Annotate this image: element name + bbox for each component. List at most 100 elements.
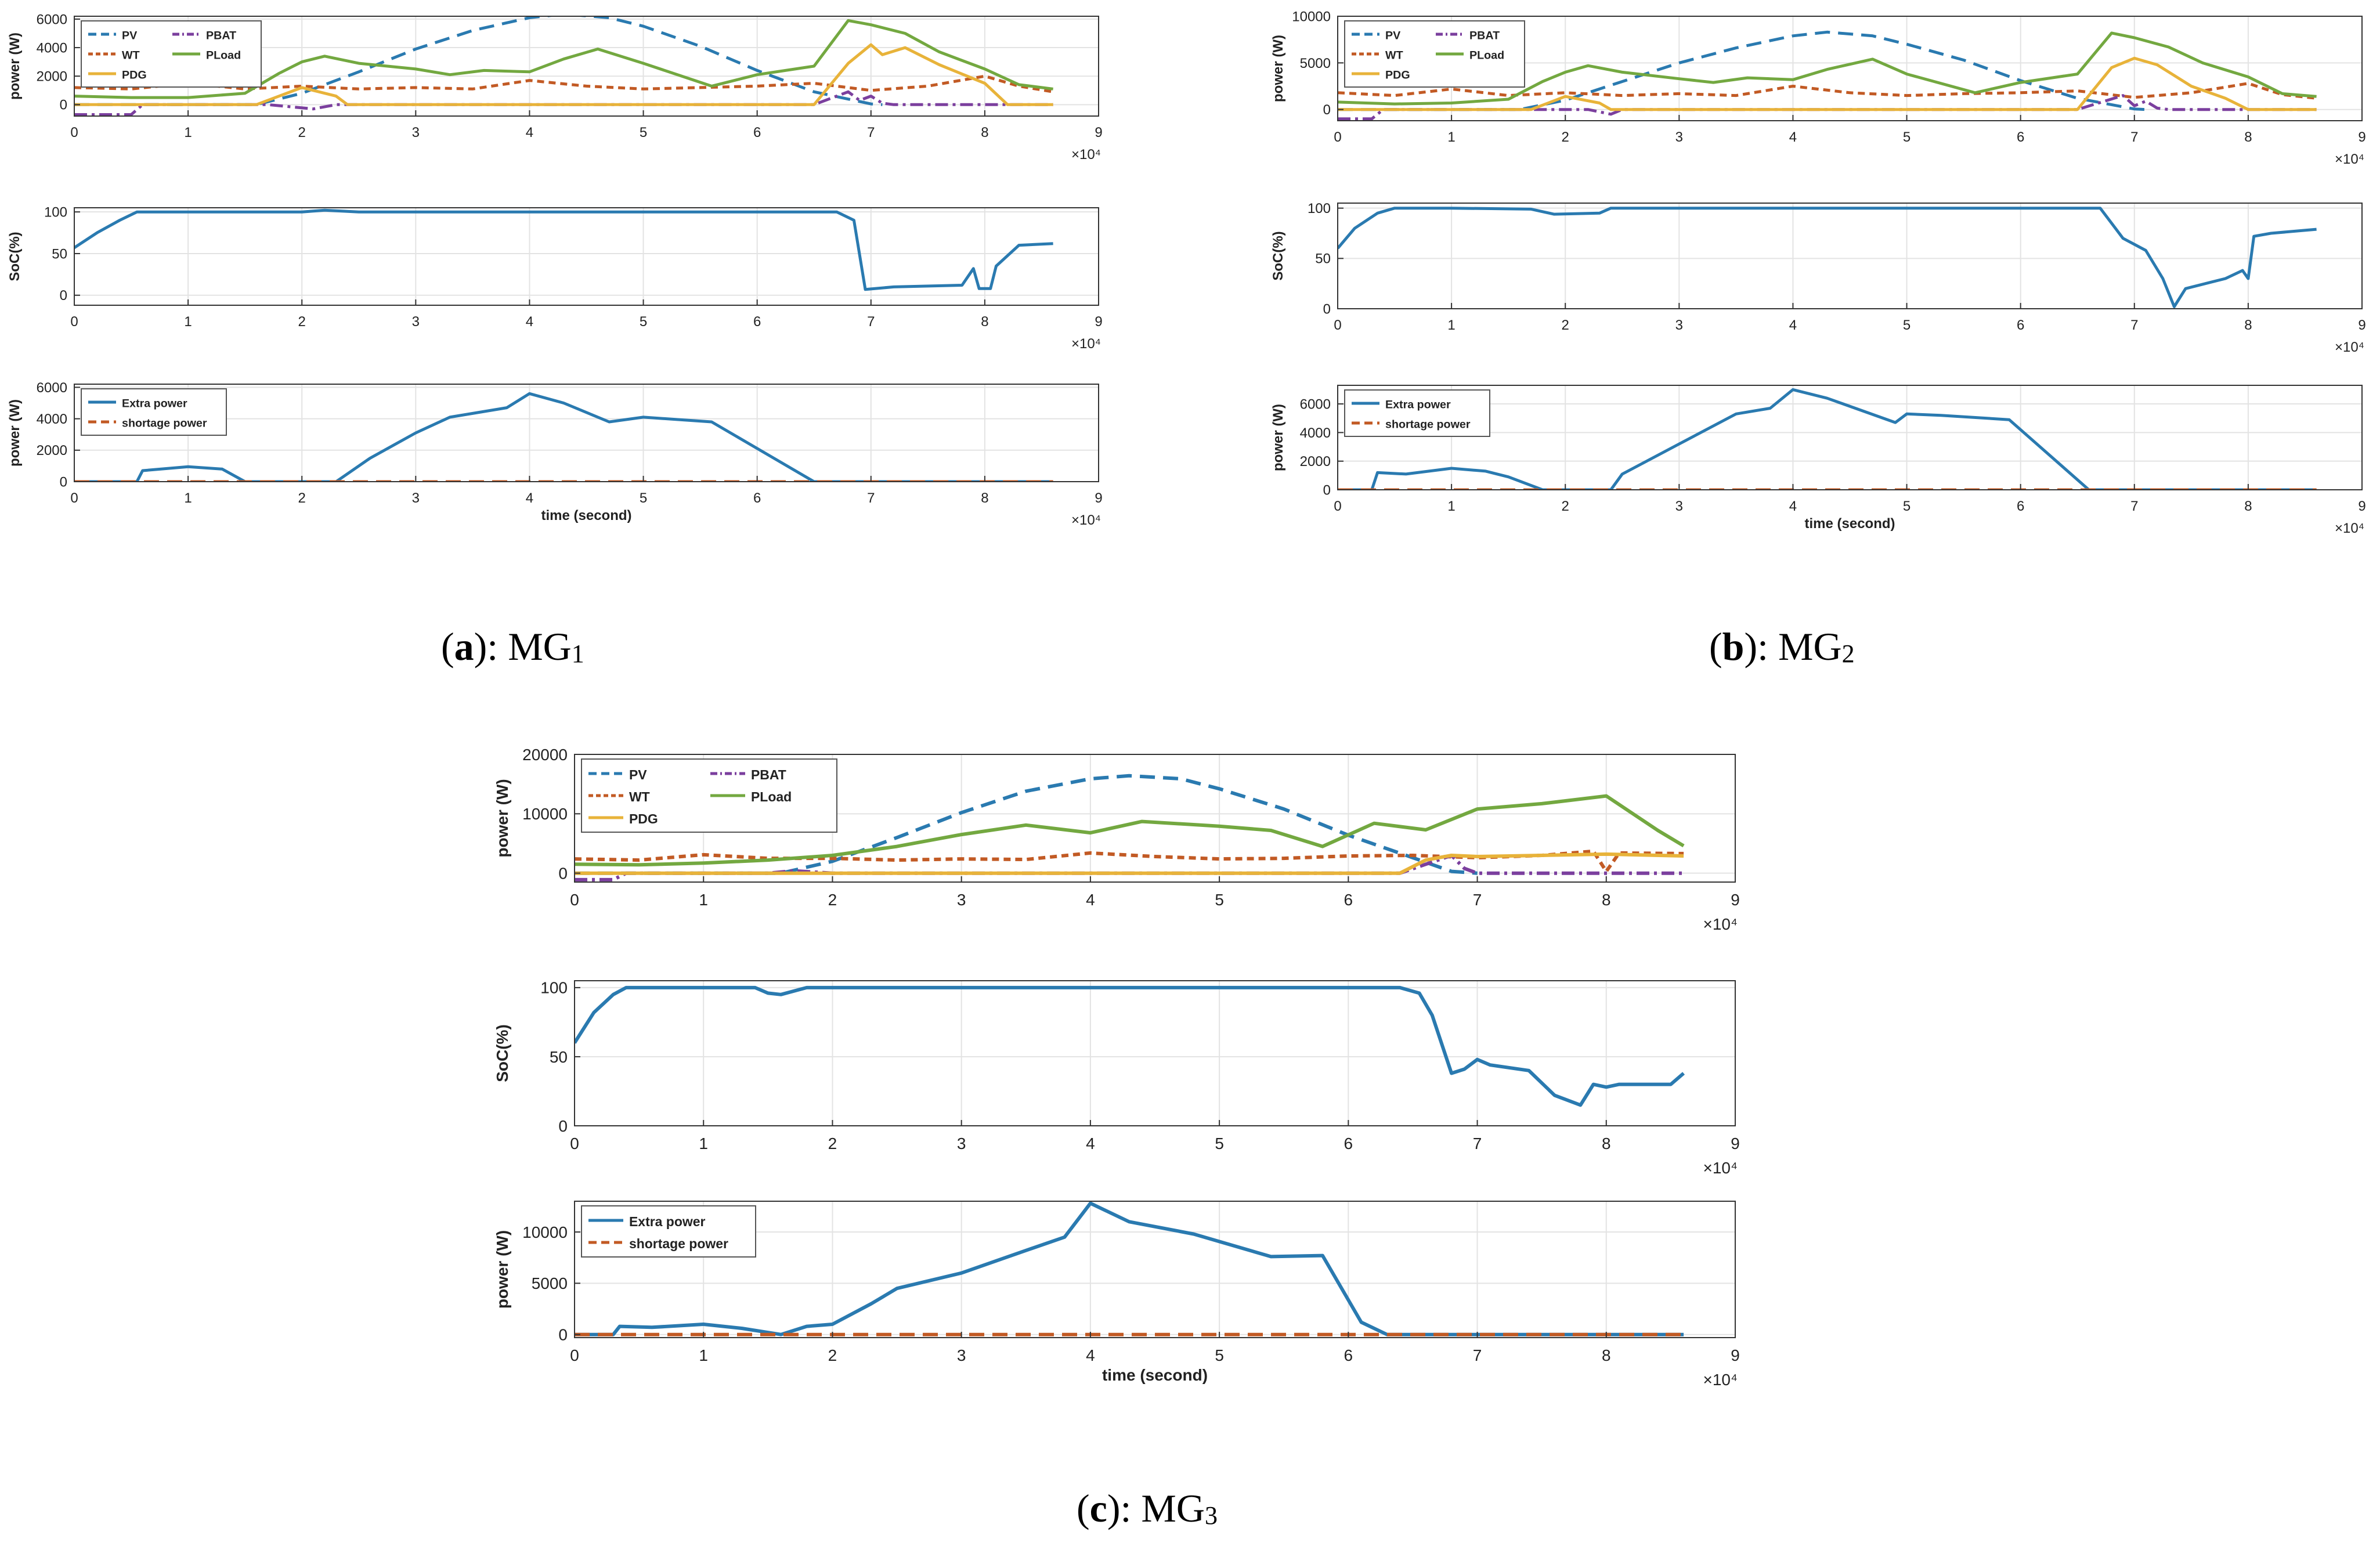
- series-line-wt: [74, 74, 1054, 93]
- legend-label: PLoad: [751, 789, 792, 804]
- x-tick-label: 8: [981, 125, 988, 140]
- legend-label: PV: [1385, 29, 1400, 42]
- panel-b: 0 1 2 3 4 5 6 7 8 9 ×10⁴ 0 5000 10000 power (W) PV PBAT W…: [1259, 0, 2380, 580]
- legend-label: PV: [629, 767, 647, 782]
- axes-frame: [1337, 203, 2363, 309]
- subplot-c-3: 0 1 2 3 4 5 6 7 8 9 ×10⁴ 0 5000 10000 power (W) time (s…: [493, 1201, 1740, 1389]
- x-exponent-label: ×10⁴: [2335, 521, 2364, 536]
- x-tick-label: 9: [1095, 125, 1102, 140]
- series-line-extra-power: [1338, 388, 2317, 490]
- y-tick-label: 50: [1315, 251, 1331, 267]
- y-tick-label: 0: [60, 474, 67, 490]
- y-tick-label: 20000: [522, 746, 568, 764]
- axes-background: [74, 208, 1099, 305]
- legend: PV PBAT WT PLoad PDG: [581, 758, 837, 833]
- series-line-pload: [74, 19, 1053, 99]
- y-tick-label: 0: [1323, 301, 1331, 317]
- x-tick-label: 3: [957, 1346, 966, 1364]
- y-tick-label: 4000: [37, 40, 67, 56]
- y-axis-label: SoC(%): [7, 232, 23, 281]
- axes-background: [1338, 203, 2362, 309]
- y-axis-label: SoC(%): [493, 1024, 511, 1082]
- legend: PV PBAT WT PLoad PDG: [1344, 20, 1525, 88]
- x-tick-label: 9: [1095, 314, 1102, 330]
- y-tick-label: 0: [558, 1325, 568, 1343]
- x-tick-label: 4: [1789, 317, 1797, 333]
- x-tick-label: 7: [2130, 129, 2138, 145]
- x-tick-label: 3: [957, 1135, 966, 1152]
- x-tick-label: 3: [412, 125, 420, 140]
- series-line-soc: [575, 985, 1685, 1107]
- x-tick-label: 5: [640, 125, 647, 140]
- subplot-b-3: 0 1 2 3 4 5 6 7 8 9 ×10⁴ 0 2000 4000 6000 power (W) time…: [1270, 385, 2366, 536]
- x-tick-label: 2: [828, 1346, 837, 1364]
- subplot-b-1: 0 1 2 3 4 5 6 7 8 9 ×10⁴ 0 5000 10000 power (W) PV PBAT W…: [1270, 9, 2366, 167]
- x-tick-label: 2: [1562, 129, 1569, 145]
- x-tick-label: 5: [1903, 129, 1910, 145]
- x-tick-label: 1: [1447, 129, 1455, 145]
- x-tick-label: 1: [1447, 317, 1455, 333]
- y-tick-label: 0: [60, 288, 67, 304]
- y-tick-label: 6000: [37, 12, 67, 27]
- x-tick-label: 9: [2358, 498, 2365, 514]
- x-tick-label: 5: [640, 490, 647, 506]
- axes-frame: [574, 1201, 1736, 1338]
- x-tick-label: 0: [70, 125, 78, 140]
- x-tick-label: 4: [526, 490, 533, 506]
- x-tick-label: 8: [1602, 891, 1611, 909]
- x-tick-label: 0: [70, 314, 78, 330]
- y-axis-label: power (W): [1270, 404, 1286, 471]
- x-tick-label: 2: [1562, 317, 1569, 333]
- legend-box: [581, 1205, 756, 1258]
- y-tick-label: 100: [1308, 201, 1331, 216]
- x-tick-label: 0: [570, 891, 579, 909]
- y-tick-label: 50: [52, 246, 67, 262]
- axes-background: [575, 1201, 1735, 1338]
- series-line-soc: [74, 208, 1053, 291]
- legend: PV PBAT WT PLoad PDG: [81, 20, 262, 88]
- x-tick-label: 3: [412, 490, 420, 506]
- axes-frame: [1337, 16, 2363, 121]
- x-tick-label: 9: [1731, 1135, 1740, 1152]
- x-tick-label: 4: [526, 314, 533, 330]
- x-tick-label: 4: [526, 125, 533, 140]
- x-exponent-label: ×10⁴: [2335, 151, 2364, 167]
- x-tick-label: 9: [2358, 129, 2365, 145]
- axes-frame: [574, 980, 1736, 1126]
- y-axis-label: power (W): [7, 32, 23, 100]
- legend-label: shortage power: [1385, 418, 1471, 431]
- x-tick-label: 5: [1903, 498, 1910, 514]
- x-tick-label: 8: [981, 314, 988, 330]
- x-exponent-label: ×10⁴: [2335, 339, 2364, 355]
- x-tick-label: 7: [867, 314, 875, 330]
- x-tick-label: 5: [1215, 1346, 1224, 1364]
- x-tick-label: 0: [1334, 317, 1341, 333]
- x-tick-label: 0: [570, 1135, 579, 1152]
- legend-box: [81, 388, 227, 436]
- y-tick-label: 0: [558, 1117, 568, 1135]
- legend-label: WT: [629, 789, 650, 804]
- x-exponent-label: ×10⁴: [1703, 1159, 1738, 1177]
- legend-label: WT: [1385, 49, 1403, 62]
- x-tick-label: 1: [1447, 498, 1455, 514]
- caption-b: (b): MG2: [1709, 624, 1855, 669]
- x-exponent-label: ×10⁴: [1703, 1371, 1738, 1389]
- legend-label: PBAT: [206, 29, 236, 42]
- legend: Extra power shortage power: [81, 388, 227, 436]
- x-tick-label: 3: [957, 891, 966, 909]
- x-tick-label: 4: [1789, 498, 1797, 514]
- subplot-a-1: 0 1 2 3 4 5 6 7 8 9 ×10⁴ 0 2000 4000 6000 power (W) PV PB…: [7, 12, 1103, 162]
- x-tick-label: 8: [1602, 1135, 1611, 1152]
- x-tick-label: 3: [412, 314, 420, 330]
- x-tick-label: 0: [570, 1346, 579, 1364]
- x-tick-label: 7: [1473, 1346, 1482, 1364]
- x-tick-label: 1: [184, 490, 192, 506]
- y-tick-label: 2000: [37, 69, 67, 85]
- x-tick-label: 1: [184, 125, 192, 140]
- y-tick-label: 2000: [37, 443, 67, 458]
- x-exponent-label: ×10⁴: [1071, 512, 1101, 528]
- axes-background: [575, 981, 1735, 1126]
- x-tick-label: 4: [1086, 1135, 1095, 1152]
